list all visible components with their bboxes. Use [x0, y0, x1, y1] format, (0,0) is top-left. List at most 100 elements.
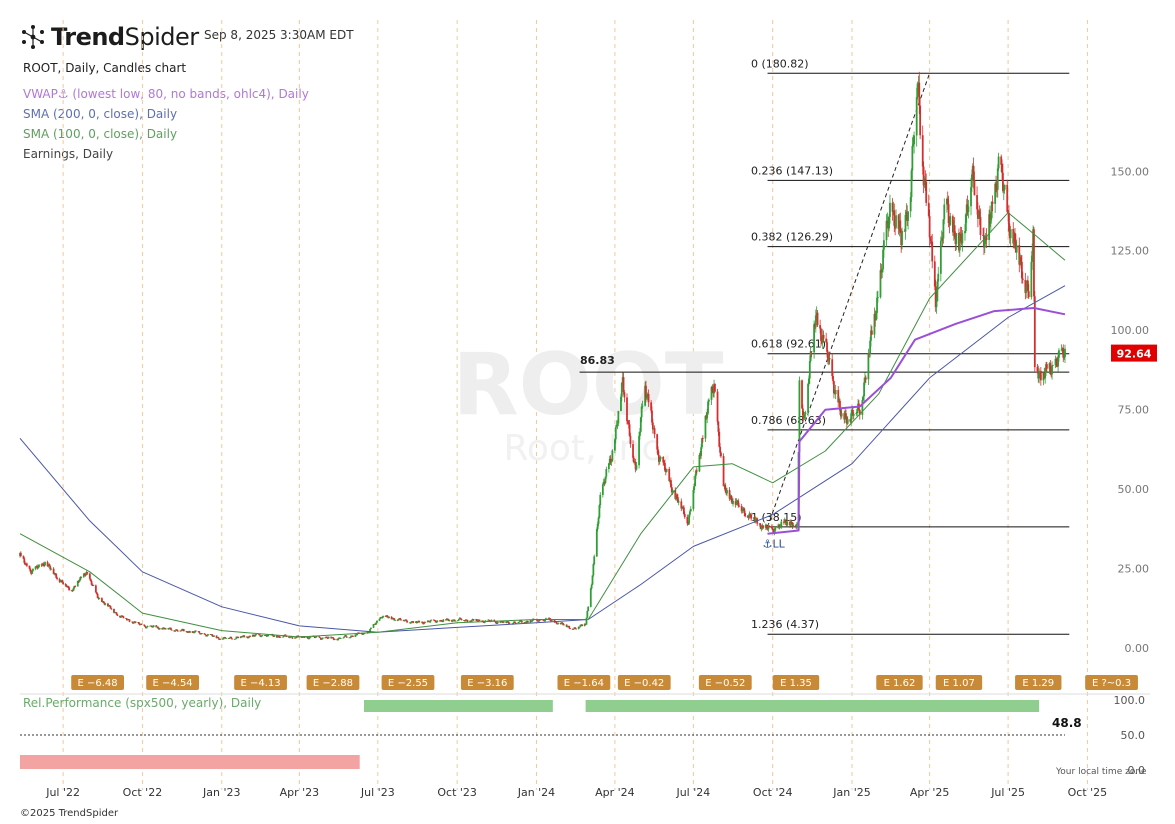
candle-body — [809, 351, 812, 362]
candle-body — [616, 423, 619, 425]
candle-body — [253, 635, 256, 637]
candle-body — [308, 636, 311, 639]
candle-body — [676, 497, 679, 503]
candle-body — [550, 620, 553, 622]
candle-body — [445, 618, 448, 621]
earnings-badge-label: E −1.64 — [564, 678, 604, 689]
candle-body — [107, 603, 109, 607]
rel-perf-positive-area — [585, 700, 1040, 712]
candle-body — [819, 325, 822, 329]
candle-body — [388, 616, 390, 618]
x-tick-label: Jan '25 — [832, 786, 870, 799]
candle-body — [222, 637, 225, 640]
legend-sma200[interactable]: SMA (200, 0, close), Daily — [23, 107, 178, 121]
candle-body — [168, 627, 171, 630]
candle-body — [726, 490, 728, 494]
candle-body — [557, 622, 559, 625]
candle-body — [488, 619, 490, 621]
candle-body — [478, 619, 481, 621]
candle-body — [421, 621, 424, 624]
earnings-badge — [381, 675, 435, 690]
candle-body — [583, 623, 586, 627]
candle-body — [801, 380, 803, 409]
candle-body — [194, 630, 197, 632]
candle-body — [961, 233, 964, 244]
candle-body — [858, 409, 861, 415]
candle-body — [792, 525, 795, 527]
candle-body — [946, 198, 949, 205]
candle-body — [681, 506, 684, 509]
candle-body — [157, 626, 159, 629]
candle-body — [119, 615, 121, 618]
candle-body — [641, 405, 644, 407]
candle-body — [213, 635, 215, 637]
candle-body — [132, 621, 134, 624]
candle-body — [1002, 172, 1004, 192]
candle-body — [98, 598, 101, 599]
candle-body — [623, 392, 626, 398]
candle-body — [670, 487, 673, 493]
candle-body — [466, 620, 469, 622]
candle-body — [988, 214, 991, 240]
candle-body — [201, 633, 203, 635]
legend-sma100[interactable]: SMA (100, 0, close), Daily — [23, 127, 178, 141]
candle-body — [382, 615, 384, 618]
legend-earnings[interactable]: Earnings, Daily — [23, 147, 114, 161]
candle-body — [572, 628, 575, 630]
fib-level-label: 0.618 (92.61) — [751, 338, 826, 351]
candle-body — [720, 452, 722, 457]
candle-body — [350, 635, 352, 638]
candle-body — [822, 334, 825, 339]
anchor-ll-label: ⚓LL — [763, 538, 786, 551]
candle-body — [676, 494, 678, 498]
candle-body — [301, 637, 304, 638]
candle-body — [882, 249, 884, 270]
earnings-badge — [935, 675, 983, 690]
candle-body — [693, 486, 696, 490]
candle-body — [870, 330, 872, 341]
candle-body — [808, 378, 810, 384]
candle-body — [96, 593, 99, 598]
candle-body — [258, 634, 261, 636]
logo-mark-icon — [22, 25, 44, 49]
last-price-label: 92.64 — [1117, 348, 1152, 361]
trend-line — [767, 73, 931, 527]
candle-body — [337, 638, 340, 641]
candle-body — [888, 216, 891, 229]
candle-body — [1021, 278, 1024, 281]
candle-body — [22, 556, 25, 559]
candle-body — [514, 621, 516, 623]
candle-body — [1045, 364, 1048, 369]
earnings-badge — [557, 675, 611, 690]
candle-body — [393, 618, 396, 621]
candle-body — [840, 413, 843, 417]
candle-body — [694, 475, 697, 487]
earnings-badge-label: E −2.88 — [313, 678, 353, 689]
candle-body — [700, 447, 703, 456]
candle-body — [403, 620, 406, 622]
candle-body — [67, 586, 70, 588]
candle-body — [446, 618, 449, 620]
candle-body — [32, 568, 34, 571]
candle-body — [206, 635, 208, 637]
candle-body — [816, 312, 819, 326]
candle-body — [152, 625, 155, 627]
candle-body — [434, 620, 437, 623]
candle-body — [682, 506, 684, 508]
candle-body — [460, 619, 463, 621]
candle-body — [266, 636, 269, 637]
candle-body — [80, 576, 83, 578]
x-tick-label: Jan '24 — [517, 786, 555, 799]
candle-body — [495, 623, 498, 625]
candle-body — [326, 638, 329, 639]
candle-body — [1039, 370, 1042, 381]
candle-body — [935, 301, 938, 308]
fib-level-label: 1.236 (4.37) — [751, 618, 819, 631]
candle-body — [68, 587, 71, 591]
candle-body — [326, 636, 328, 639]
candle-body — [49, 566, 52, 570]
candle-body — [803, 414, 806, 418]
candle-body — [979, 217, 982, 235]
legend-vwap[interactable]: VWAP⚓ (lowest low, 80, no bands, ohlc4),… — [23, 87, 309, 101]
